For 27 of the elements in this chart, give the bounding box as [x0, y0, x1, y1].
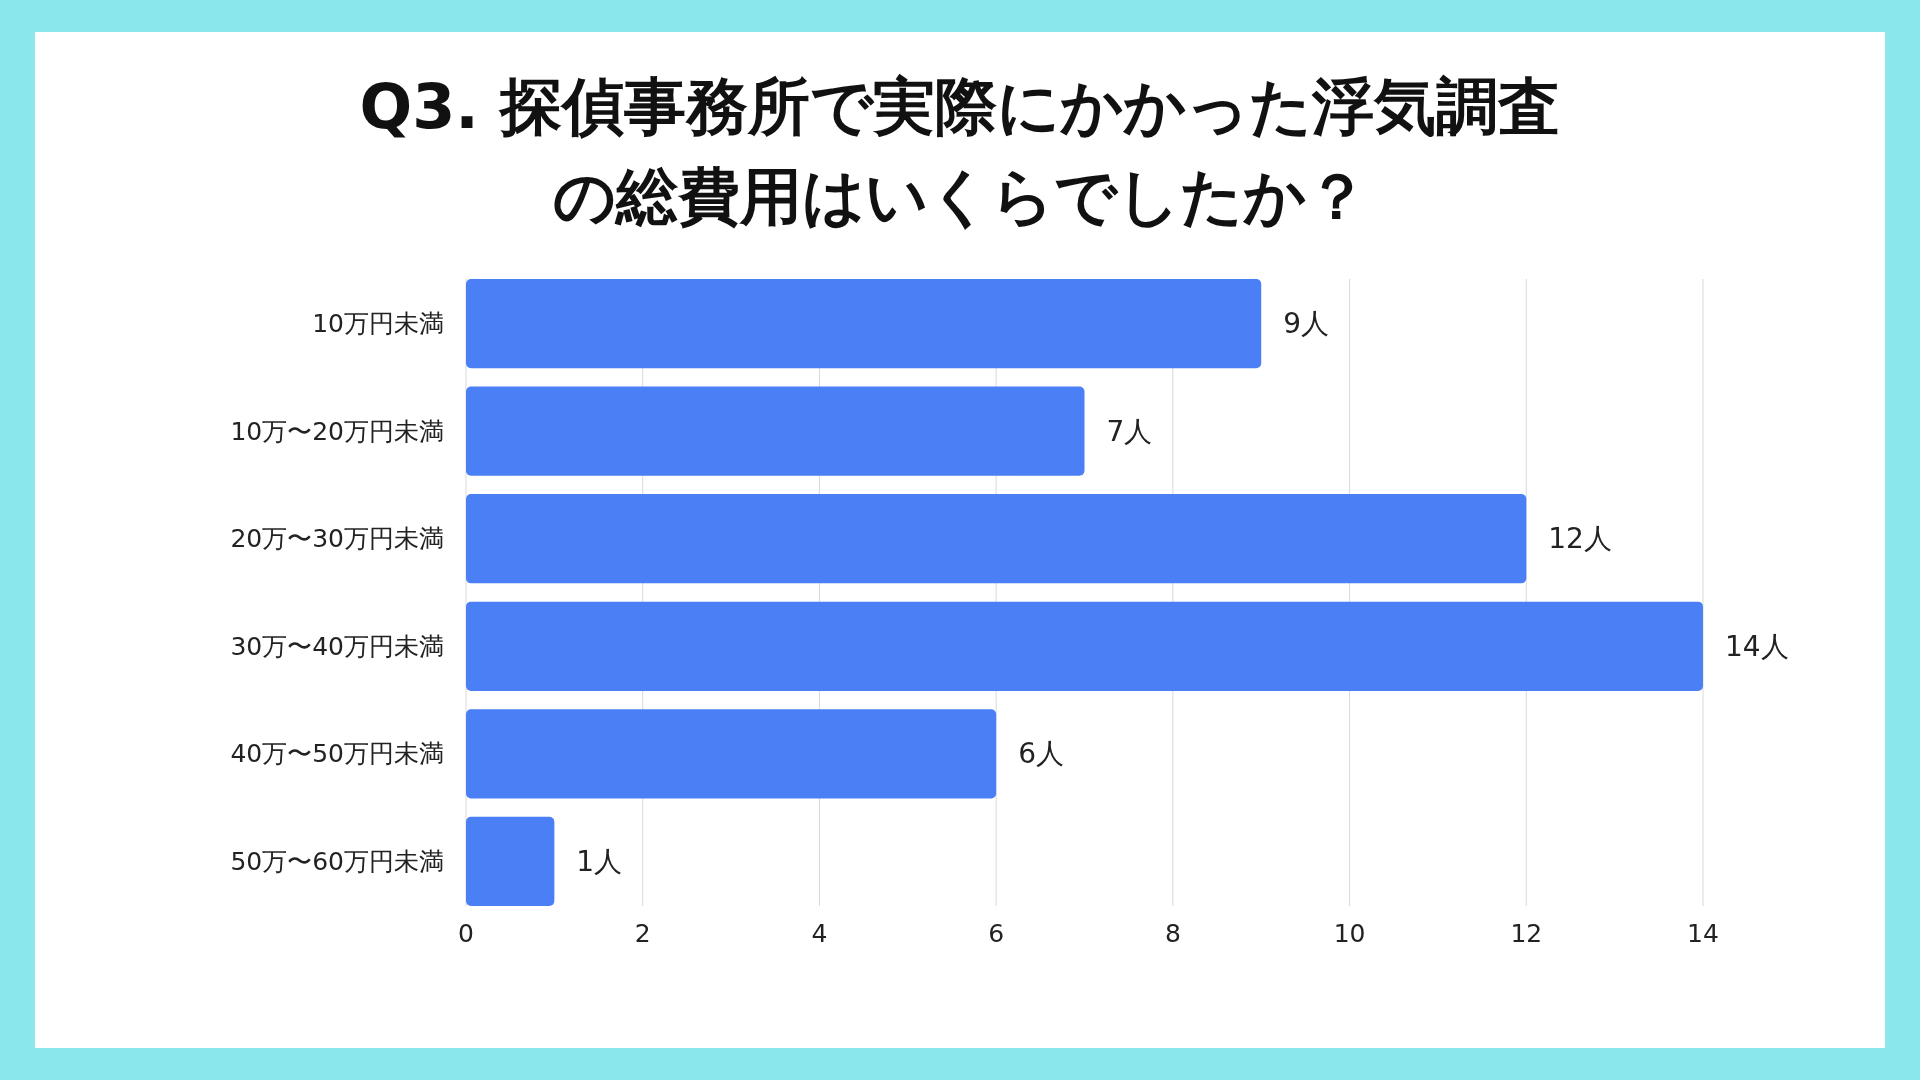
- y-tick-label: 10万〜20万円未満: [230, 416, 444, 446]
- bar: [466, 386, 1085, 476]
- bar: [466, 279, 1262, 369]
- y-tick-label: 10万円未満: [312, 309, 444, 339]
- bar: [466, 816, 555, 906]
- x-tick-label: 6: [988, 919, 1005, 948]
- bar: [466, 494, 1527, 584]
- x-tick-label: 0: [458, 919, 474, 948]
- data-label: 14人: [1725, 629, 1789, 663]
- data-label: 1人: [576, 844, 623, 878]
- x-tick-label: 4: [811, 919, 828, 948]
- x-tick-label: 12: [1510, 919, 1543, 948]
- x-tick-label: 10: [1333, 919, 1366, 948]
- data-label: 7人: [1106, 414, 1153, 448]
- y-tick-label: 20万〜30万円未満: [230, 524, 444, 554]
- x-tick-label: 8: [1164, 919, 1181, 948]
- data-label: 9人: [1283, 307, 1330, 341]
- bar: [466, 601, 1703, 691]
- data-label: 6人: [1018, 737, 1064, 771]
- chart-title: Q3. 探偵事務所で実際にかかった浮気調査の総費用はいくらでしたか？: [359, 70, 1561, 233]
- y-tick-label: 30万〜40万円未満: [230, 631, 444, 661]
- x-tick-label: 14: [1687, 919, 1719, 948]
- bar: [466, 709, 997, 799]
- x-tick-label: 2: [634, 919, 651, 948]
- y-tick-label: 50万〜60万円未満: [230, 846, 444, 876]
- y-tick-label: 40万〜50万円未満: [230, 739, 444, 769]
- data-label: 12人: [1548, 522, 1612, 556]
